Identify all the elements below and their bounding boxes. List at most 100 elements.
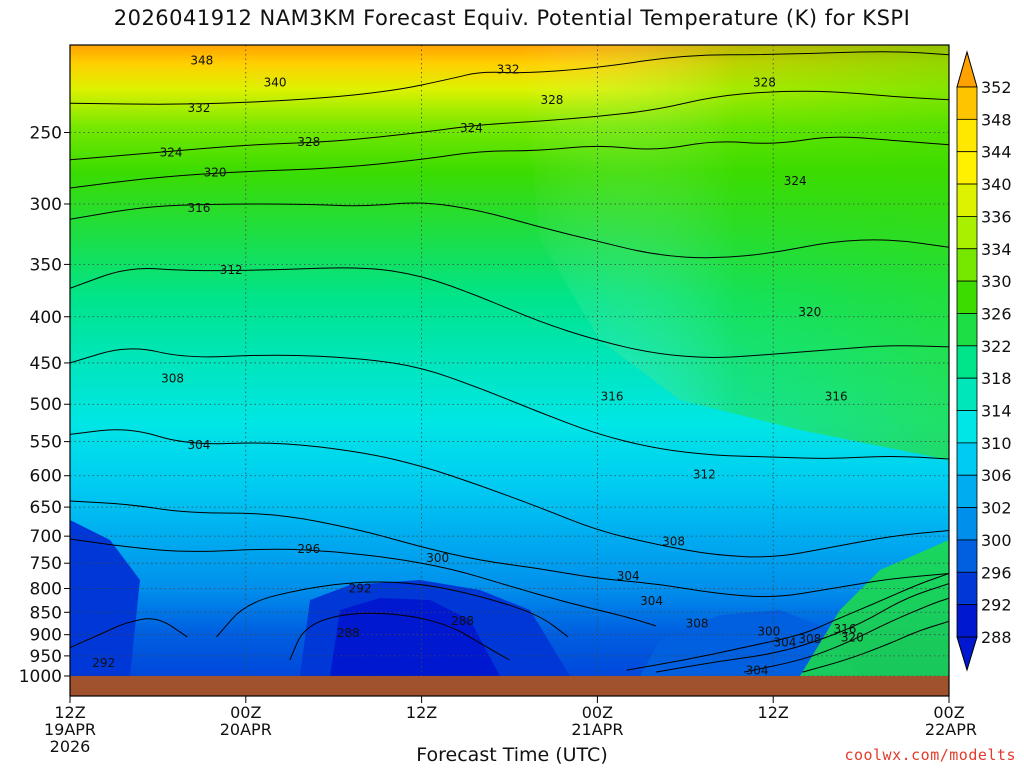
colorbar-bottom-arrow: [956, 636, 978, 672]
contour-label: 316: [834, 622, 857, 636]
colorbar-label: 336: [981, 207, 1012, 226]
colorbar-label: 348: [981, 110, 1012, 129]
contour-label: 300: [757, 625, 780, 639]
colorbar-swatch: [956, 442, 978, 476]
y-tick-label: 350: [30, 255, 62, 275]
colorbar-label: 300: [981, 531, 1012, 550]
low-theta-region-2: [330, 598, 500, 676]
colorbar-label: 318: [981, 369, 1012, 388]
x-tick-label: 12Z: [54, 703, 85, 722]
colorbar-swatch: [956, 377, 978, 411]
colorbar-label: 330: [981, 272, 1012, 291]
contour-label: 304: [773, 635, 796, 649]
colorbar-swatch: [956, 410, 978, 444]
low-level-regions: [70, 520, 949, 676]
contour-line-332: [70, 51, 949, 105]
contour-line-288: [289, 612, 510, 661]
low-theta-region-4: [640, 610, 860, 676]
contour-label: 328: [753, 75, 776, 89]
contour-label: 332: [497, 63, 520, 77]
colorbar-swatch: [956, 118, 978, 153]
colorbar-label: 326: [981, 304, 1012, 323]
colorbar-swatch: [956, 86, 978, 120]
y-tick-label: 750: [30, 554, 62, 574]
contour-label: 296: [297, 542, 320, 556]
x-axis-label: Forecast Time (UTC): [416, 744, 608, 766]
contour-label: 328: [297, 135, 320, 149]
y-tick-label: 1000: [19, 667, 62, 687]
x-tick-label: 19APR: [44, 720, 96, 739]
contour-line-312: [70, 267, 949, 358]
colorbar-swatch: [956, 280, 978, 314]
y-tick-label: 950: [30, 647, 62, 667]
contour-label: 308: [686, 617, 709, 631]
contour-line-292: [216, 581, 569, 638]
colorbar-top-arrow: [956, 50, 978, 88]
credit-text: coolwx.com/modelts: [844, 746, 1016, 764]
y-tick-label: 700: [30, 527, 62, 547]
contour-line-320: [802, 620, 949, 673]
chart-title: 2026041912 NAM3KM Forecast Equiv. Potent…: [113, 6, 911, 30]
x-tick-label: 20APR: [220, 720, 272, 739]
contour-label: 288: [451, 614, 474, 628]
contour-line-304: [626, 573, 949, 671]
colorbar-swatch: [956, 248, 978, 282]
contour-label: 304: [617, 569, 640, 583]
contour-labels: 3483403323243283203163123083042963002922…: [92, 53, 864, 676]
colorbar-swatch: [956, 604, 978, 638]
x-tick-label: 2026: [50, 737, 91, 756]
contour-label: 324: [460, 121, 483, 135]
colorbar-label: 292: [981, 596, 1012, 615]
plot-frame: [69, 44, 950, 697]
y-tick-label: 250: [30, 123, 62, 143]
contour-line-316: [743, 597, 949, 673]
contour-label: 348: [190, 53, 213, 67]
contour-label: 304: [187, 438, 210, 452]
warm-moist-region: [800, 540, 949, 676]
x-tick-label: 22APR: [925, 720, 977, 739]
contour-label: 340: [264, 75, 287, 89]
contour-label: 312: [220, 263, 243, 277]
contour-label: 288: [337, 626, 360, 640]
colorbar-swatch: [956, 151, 978, 185]
y-tick-label: 850: [30, 603, 62, 623]
colorbar-label: 322: [981, 337, 1012, 356]
contour-line-300: [70, 500, 949, 598]
colorbar-label: 352: [981, 78, 1012, 97]
contour-line-320: [70, 136, 949, 189]
colorbar-swatch: [956, 183, 978, 217]
y-tick-label: 900: [30, 626, 62, 646]
contour-label: 308: [161, 371, 184, 385]
contour-line-308: [655, 583, 949, 673]
colorbar-label: 344: [981, 143, 1012, 162]
contour-lines: [70, 51, 949, 673]
ground-strip: [70, 676, 949, 696]
colorbar-label: 306: [981, 466, 1012, 485]
colorbar-label: 340: [981, 175, 1012, 194]
grid-lines: [70, 45, 949, 676]
contour-line-292: [70, 618, 188, 648]
x-tick-label: 12Z: [758, 703, 789, 722]
y-tick-label: 400: [30, 308, 62, 328]
contour-label: 292: [349, 582, 372, 596]
contour-label: 320: [204, 166, 227, 180]
contour-line-324: [70, 90, 949, 161]
colorbar-swatch: [956, 216, 978, 250]
colorbar-swatch: [956, 474, 978, 508]
colorbar: 352 348 344 340 336 334 330 326 322 318 314 310 306 3…: [956, 50, 1012, 672]
x-tick-label: 21APR: [571, 720, 623, 739]
contour-label: 324: [160, 145, 183, 159]
contour-line-316: [70, 202, 949, 259]
contour-label: 320: [841, 631, 864, 645]
contour-label: 304: [640, 594, 663, 608]
contour-label: 308: [662, 535, 685, 549]
colorbar-swatch: [956, 507, 978, 541]
upper-right-green-region: [520, 45, 949, 460]
y-tick-label: 650: [30, 498, 62, 518]
colorbar-label: 296: [981, 563, 1012, 582]
contour-label: 320: [798, 305, 821, 319]
colorbar-swatch: [956, 313, 978, 347]
contour-label: 312: [693, 467, 716, 481]
